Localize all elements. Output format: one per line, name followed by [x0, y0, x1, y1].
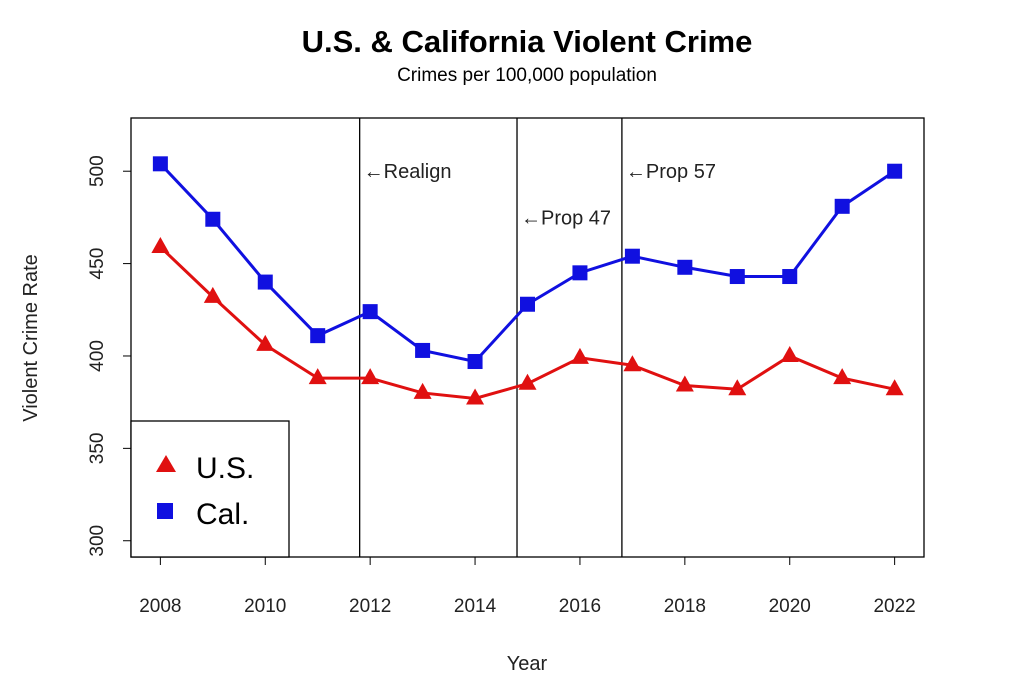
data-point-cal	[887, 163, 903, 179]
x-tick-label: 2020	[769, 596, 811, 617]
y-tick-label: 300	[87, 525, 108, 557]
data-point-us	[675, 375, 694, 392]
y-axis-label: Violent Crime Rate	[20, 254, 42, 421]
data-point-cal	[677, 259, 693, 275]
data-point-us	[203, 286, 222, 303]
data-point-us	[623, 355, 642, 372]
data-point-us	[466, 388, 485, 405]
data-point-cal	[205, 211, 221, 227]
x-tick-label: 2014	[454, 596, 497, 617]
data-point-cal	[257, 274, 273, 290]
data-point-cal	[310, 328, 326, 344]
data-point-us	[413, 382, 432, 399]
data-point-us	[361, 368, 380, 385]
annotation-label: ←Prop 47	[521, 207, 611, 229]
data-point-us	[518, 373, 537, 390]
data-point-us	[151, 236, 170, 253]
x-tick-label: 2016	[559, 596, 601, 617]
x-tick-label: 2012	[349, 596, 391, 617]
y-tick-label: 400	[87, 340, 108, 372]
legend-us-marker	[156, 455, 176, 472]
data-point-us	[780, 345, 799, 362]
data-point-us	[570, 347, 589, 364]
x-tick-label: 2018	[664, 596, 706, 617]
y-tick-label: 450	[87, 248, 108, 280]
data-point-cal	[834, 198, 850, 214]
data-point-cal	[415, 342, 431, 358]
data-point-cal	[362, 304, 378, 320]
data-point-cal	[624, 248, 640, 264]
data-point-cal	[572, 265, 588, 281]
legend-box	[130, 420, 290, 558]
data-point-us	[308, 368, 327, 385]
data-point-cal	[152, 156, 168, 172]
chart-subtitle: Crimes per 100,000 population	[397, 65, 657, 86]
annotation-label: ←Prop 57	[626, 161, 716, 183]
data-point-cal	[782, 269, 798, 285]
legend: U.S. Cal.	[130, 420, 290, 558]
x-axis-label: Year	[507, 653, 548, 675]
data-point-cal	[467, 354, 483, 370]
data-point-us	[833, 368, 852, 385]
legend-us-label: U.S.	[196, 452, 254, 485]
x-tick-label: 2010	[244, 596, 286, 617]
legend-cal-label: Cal.	[196, 498, 249, 531]
x-tick-label: 2008	[139, 596, 181, 617]
annotation-label: ←Realign	[364, 161, 452, 183]
data-point-cal	[729, 269, 745, 285]
data-point-us	[885, 379, 904, 396]
data-point-cal	[520, 296, 535, 312]
legend-cal-marker	[157, 503, 173, 519]
chart-title: U.S. & California Violent Crime	[302, 24, 753, 59]
series-line-cal	[159, 162, 896, 364]
data-point-us	[728, 379, 747, 396]
y-tick-label: 500	[87, 155, 108, 187]
data-point-us	[256, 334, 275, 351]
x-tick-label: 2022	[873, 596, 915, 617]
y-tick-label: 350	[87, 433, 108, 465]
